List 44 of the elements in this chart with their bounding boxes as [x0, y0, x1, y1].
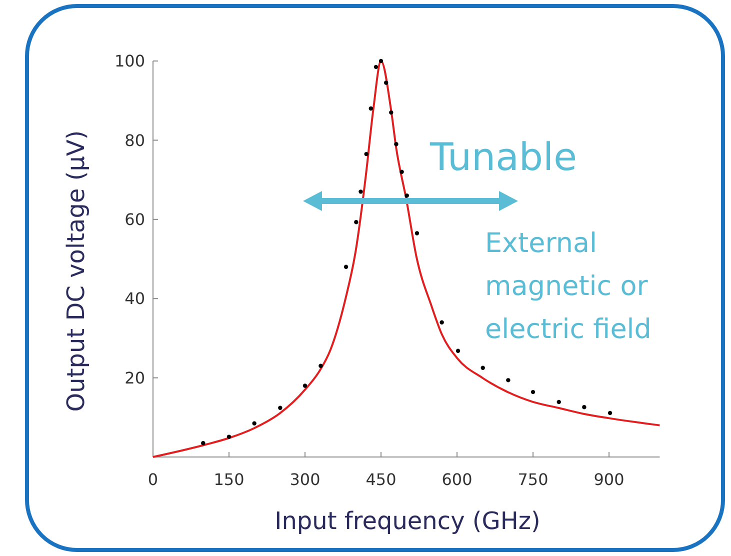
point — [368, 106, 373, 111]
point — [440, 320, 444, 324]
point — [344, 264, 348, 270]
point — [226, 434, 232, 439]
point — [404, 194, 409, 198]
point — [364, 152, 368, 156]
x-tick-label: 750 — [518, 470, 548, 489]
point — [201, 441, 206, 446]
y-tick-label: 60 — [124, 210, 145, 229]
point — [608, 410, 612, 416]
point — [530, 390, 536, 394]
y-axis-title: Output DC voltage (μV) — [62, 130, 90, 412]
point — [354, 220, 358, 224]
line-series — [152, 60, 661, 458]
x-tick-label: 900 — [594, 470, 624, 489]
annotation: External magnetic or electric field — [485, 228, 652, 345]
x-tick-label: 450 — [366, 470, 396, 489]
x-tick-label: 600 — [442, 470, 472, 489]
x-tick-label: 300 — [290, 470, 320, 489]
point — [556, 400, 561, 404]
point — [389, 110, 394, 115]
point — [506, 378, 510, 382]
x-tick-label: 0 — [148, 470, 158, 489]
point — [456, 348, 460, 353]
point — [358, 190, 363, 194]
point — [302, 384, 308, 388]
point — [414, 231, 420, 236]
y-tick-label: 20 — [124, 368, 145, 388]
x-axis-title: Input frequency (GHz) — [274, 507, 540, 535]
point — [582, 404, 586, 410]
y-tick-label: 40 — [124, 289, 145, 308]
y-tick-label: 80 — [124, 130, 145, 150]
point — [278, 406, 282, 410]
point — [374, 64, 378, 70]
point — [400, 170, 404, 174]
point — [252, 421, 256, 426]
point — [378, 58, 384, 64]
y-tick-label: 100 — [114, 52, 145, 71]
point — [384, 80, 388, 85]
x-tick-label: 150 — [214, 470, 244, 489]
point — [480, 366, 485, 370]
point — [394, 142, 398, 146]
point — [318, 364, 323, 368]
annotation: Tunable — [429, 135, 577, 179]
